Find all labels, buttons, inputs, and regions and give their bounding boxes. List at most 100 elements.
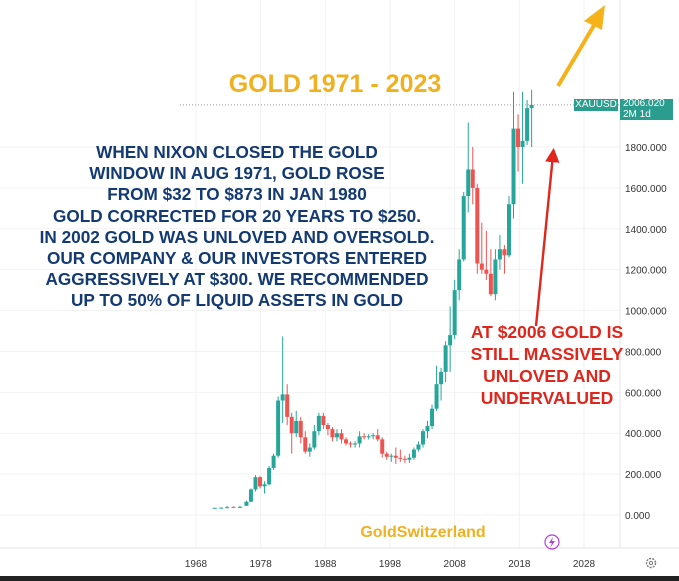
red-arrow bbox=[534, 147, 560, 327]
candle bbox=[411, 447, 416, 460]
candle bbox=[353, 441, 358, 448]
x-tick-label: 2018 bbox=[508, 559, 531, 570]
brand-watermark: GoldSwitzerland bbox=[360, 524, 486, 541]
candle bbox=[334, 429, 339, 442]
candle bbox=[448, 306, 453, 372]
candle bbox=[430, 404, 435, 430]
candle bbox=[258, 476, 263, 489]
candle-body bbox=[248, 489, 253, 502]
candle bbox=[529, 89, 534, 147]
annotation-left-line: GOLD CORRECTED FOR 20 YEARS TO $250. bbox=[52, 205, 422, 226]
candle-body bbox=[452, 290, 457, 336]
y-tick-label: 1200.000 bbox=[625, 266, 667, 277]
candle-body bbox=[511, 128, 516, 205]
candle-body bbox=[402, 458, 407, 460]
candle bbox=[479, 222, 484, 274]
candle-body bbox=[420, 431, 425, 445]
candle-body bbox=[506, 204, 511, 256]
candle-body bbox=[525, 108, 530, 141]
chart-title: GOLD 1971 - 2023 bbox=[228, 70, 442, 98]
candle-body bbox=[357, 436, 362, 444]
annotation-left-line: AGGRESSIVELY AT $300. WE RECOMMENDED bbox=[45, 269, 429, 290]
candle bbox=[484, 230, 489, 280]
candle bbox=[511, 91, 516, 219]
candle bbox=[219, 507, 224, 509]
candle-body bbox=[312, 431, 317, 448]
current-price-value: 2006.020 bbox=[623, 98, 665, 109]
y-axis-ticks: 0.000 200.000 400.000 600.000 800.000 1000.00… bbox=[625, 143, 667, 522]
candle bbox=[244, 500, 249, 507]
annotation-right-line: AT $2006 GOLD IS bbox=[470, 322, 624, 342]
candle-body bbox=[384, 453, 389, 457]
candle bbox=[375, 429, 380, 442]
annotation-left-line: UP TO 50% OF LIQUID ASSETS IN GOLD bbox=[70, 290, 404, 311]
candle bbox=[237, 505, 242, 508]
lightning-icon[interactable] bbox=[544, 534, 560, 550]
candle-body bbox=[289, 416, 294, 434]
candle-body bbox=[457, 259, 462, 291]
candle-body bbox=[425, 426, 430, 432]
candle-body bbox=[285, 394, 290, 417]
candle-body bbox=[529, 104, 534, 109]
candle bbox=[267, 465, 272, 486]
candle bbox=[384, 451, 389, 460]
candle bbox=[488, 249, 493, 297]
candle bbox=[312, 425, 317, 450]
symbol-label: XAUUSD bbox=[574, 99, 618, 111]
candle bbox=[457, 249, 462, 301]
candle bbox=[298, 416, 303, 444]
candle-body bbox=[416, 444, 421, 450]
candle-body bbox=[231, 506, 236, 508]
x-tick-label: 1988 bbox=[314, 559, 337, 570]
candle-body bbox=[280, 394, 285, 401]
x-tick-label: 1968 bbox=[185, 559, 208, 570]
candle-body bbox=[466, 169, 471, 197]
candle-body bbox=[253, 477, 258, 490]
annotation-left-line: IN 2002 GOLD WAS UNLOVED AND OVERSOLD. bbox=[39, 226, 435, 247]
candle-body bbox=[225, 507, 230, 509]
candle-body bbox=[502, 249, 507, 256]
candle-body bbox=[443, 345, 448, 372]
candle-body bbox=[325, 425, 330, 430]
candles bbox=[212, 89, 534, 509]
candle bbox=[357, 431, 362, 448]
candle-body bbox=[362, 436, 367, 438]
candle bbox=[262, 481, 267, 494]
y-tick-label: 200.000 bbox=[625, 470, 662, 481]
y-tick-label: 800.000 bbox=[625, 347, 662, 358]
candle-body bbox=[375, 435, 380, 440]
candle-body bbox=[348, 443, 353, 445]
settings-icon[interactable] bbox=[645, 557, 657, 569]
candle bbox=[276, 396, 281, 458]
candle-body bbox=[407, 457, 412, 460]
candle bbox=[294, 410, 299, 438]
candle-body bbox=[244, 501, 249, 506]
candle bbox=[253, 475, 258, 492]
candle bbox=[393, 447, 398, 464]
y-tick-label: 600.000 bbox=[625, 388, 662, 399]
candle bbox=[271, 453, 276, 471]
candle bbox=[516, 114, 521, 172]
candle-body bbox=[258, 477, 263, 487]
annotation-right-line: STILL MASSIVELY bbox=[470, 344, 624, 364]
candle bbox=[330, 427, 335, 442]
y-tick-label: 1000.000 bbox=[625, 307, 667, 318]
candle-body bbox=[262, 484, 267, 487]
candle bbox=[470, 147, 475, 205]
y-tick-label: 0.000 bbox=[625, 511, 650, 522]
candle bbox=[416, 441, 421, 452]
candle bbox=[325, 423, 330, 436]
candle bbox=[344, 437, 349, 446]
candle-body bbox=[516, 128, 521, 147]
candle-body bbox=[303, 437, 308, 452]
candle bbox=[248, 488, 253, 503]
candle bbox=[475, 183, 480, 274]
candle-body bbox=[393, 455, 398, 458]
timeframe-label: 2M 1d bbox=[623, 108, 651, 120]
candle bbox=[366, 434, 371, 440]
candle bbox=[380, 437, 385, 458]
candle bbox=[316, 412, 321, 436]
candle bbox=[280, 336, 285, 423]
candle-body bbox=[470, 169, 475, 188]
candle-body bbox=[316, 415, 321, 432]
